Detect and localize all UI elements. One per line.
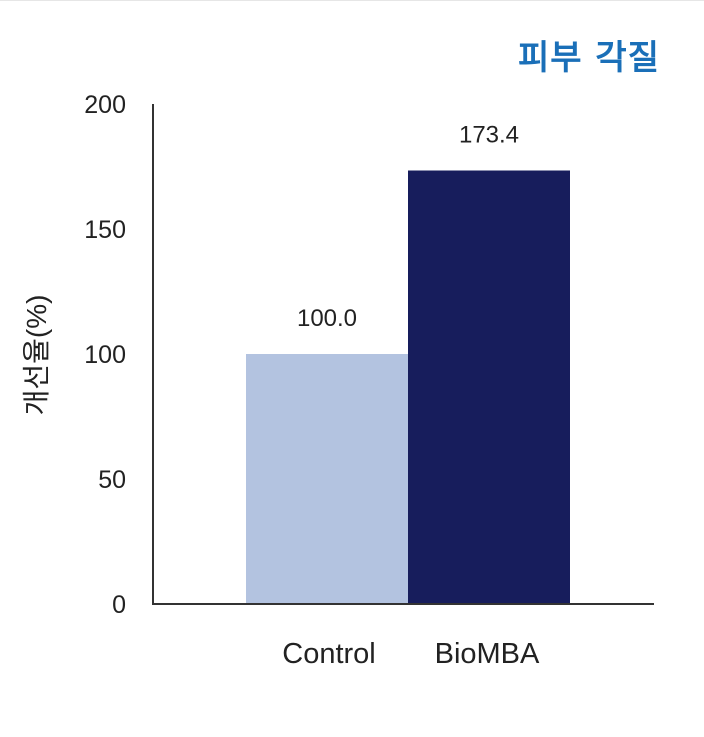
chart-title: 피부 각질 bbox=[518, 38, 660, 78]
data-label-biomba: 173.4 bbox=[459, 122, 519, 149]
y-axis-label: 개선율(%) bbox=[21, 295, 52, 416]
bar-biomba bbox=[408, 170, 570, 604]
x-tick-label-biomba: BioMBA bbox=[435, 638, 540, 670]
top-divider bbox=[0, 0, 704, 1]
y-axis-ticks: 0 50 100 150 200 bbox=[84, 91, 126, 619]
bar-control bbox=[246, 354, 408, 604]
y-tick-label: 100 bbox=[84, 341, 126, 369]
y-tick-label: 200 bbox=[84, 91, 126, 119]
y-tick-label: 50 bbox=[98, 466, 126, 494]
y-tick-label: 150 bbox=[84, 216, 126, 244]
x-tick-label-control: Control bbox=[282, 638, 376, 670]
bars-group bbox=[246, 170, 570, 604]
y-tick-label: 0 bbox=[112, 591, 126, 619]
x-axis-labels: Control BioMBA bbox=[282, 638, 540, 670]
data-label-control: 100.0 bbox=[297, 305, 357, 332]
data-labels-group: 100.0 173.4 bbox=[297, 122, 519, 333]
